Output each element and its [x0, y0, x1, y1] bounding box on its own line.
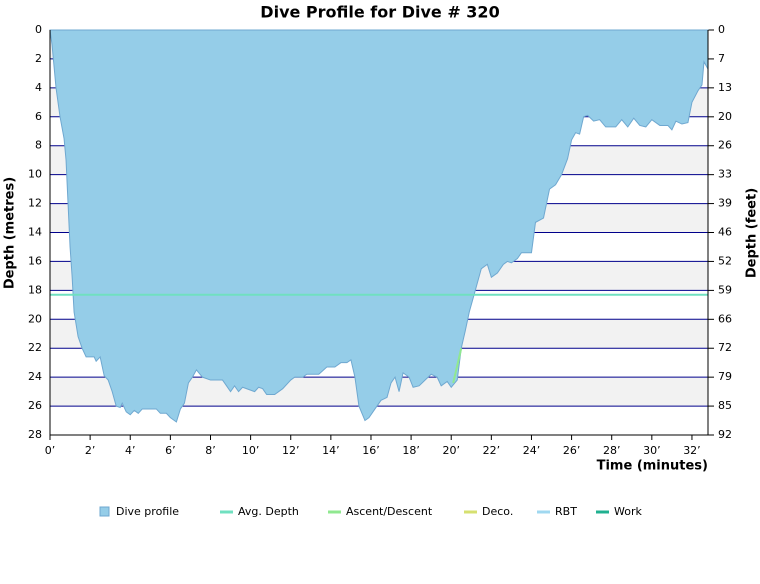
x-tick-label: 2’: [85, 444, 96, 457]
x-tick-label: 16’: [362, 444, 380, 457]
y2-tick-label: 0: [718, 23, 725, 36]
x-tick-label: 20’: [442, 444, 460, 457]
legend-label: Avg. Depth: [238, 505, 299, 518]
area: [49, 29, 709, 423]
y2-tick-label: 20: [718, 110, 732, 123]
chart-title: Dive Profile for Dive # 320: [260, 3, 499, 22]
y-tick-label: 14: [28, 226, 42, 239]
x-tick-label: 14’: [322, 444, 340, 457]
y-tick-label: 0: [35, 23, 42, 36]
y-tick-label: 22: [28, 341, 42, 354]
x-tick-label: 22’: [483, 444, 501, 457]
x-tick-label: 18’: [402, 444, 420, 457]
y2-tick-label: 33: [718, 168, 732, 181]
legend-label: Deco.: [482, 505, 513, 518]
legend-label: Dive profile: [116, 505, 179, 518]
y-tick-label: 6: [35, 110, 42, 123]
y2-tick-label: 72: [718, 341, 732, 354]
y2-tick-label: 59: [718, 283, 732, 296]
x-tick-label: 10’: [242, 444, 260, 457]
x-tick-label: 4’: [125, 444, 136, 457]
y2-tick-label: 79: [718, 370, 732, 383]
x-tick-label: 6’: [165, 444, 176, 457]
x-tick-label: 32’: [683, 444, 701, 457]
legend-label: Work: [614, 505, 642, 518]
legend-swatch: [99, 506, 110, 517]
x-tick-label: 24’: [523, 444, 541, 457]
y2-tick-label: 52: [718, 254, 732, 267]
y2-tick-label: 26: [718, 139, 732, 152]
x-axis-title: Time (minutes): [597, 459, 708, 474]
y-tick-label: 2: [35, 52, 42, 65]
y-tick-label: 12: [28, 197, 42, 210]
y2-tick-label: 13: [718, 81, 732, 94]
x-tick-label: 28’: [603, 444, 621, 457]
y2-tick-label: 85: [718, 399, 732, 412]
y2-tick-label: 39: [718, 197, 732, 210]
x-tick-label: 26’: [563, 444, 581, 457]
y2-axis-title: Depth (feet): [745, 188, 760, 278]
y-axis-title: Depth (metres): [3, 177, 18, 289]
y-tick-label: 28: [28, 428, 42, 441]
y2-tick-label: 7: [718, 52, 725, 65]
legend-label: RBT: [555, 505, 577, 518]
y-tick-label: 20: [28, 312, 42, 325]
y2-tick-label: 66: [718, 312, 732, 325]
y-tick-label: 24: [28, 370, 42, 383]
x-tick-label: 12’: [282, 444, 300, 457]
y2-tick-label: 46: [718, 226, 732, 239]
y-tick-label: 4: [35, 81, 42, 94]
y2-tick-label: 92: [718, 428, 732, 441]
y-tick-label: 18: [28, 283, 42, 296]
y-tick-label: 26: [28, 399, 42, 412]
y-tick-label: 10: [28, 168, 42, 181]
x-tick-label: 8’: [205, 444, 216, 457]
x-tick-label: 0’: [45, 444, 56, 457]
y-tick-label: 8: [35, 139, 42, 152]
x-tick-label: 30’: [643, 444, 661, 457]
legend-label: Ascent/Descent: [346, 505, 433, 518]
y-tick-label: 16: [28, 254, 42, 267]
line: [452, 347, 463, 384]
